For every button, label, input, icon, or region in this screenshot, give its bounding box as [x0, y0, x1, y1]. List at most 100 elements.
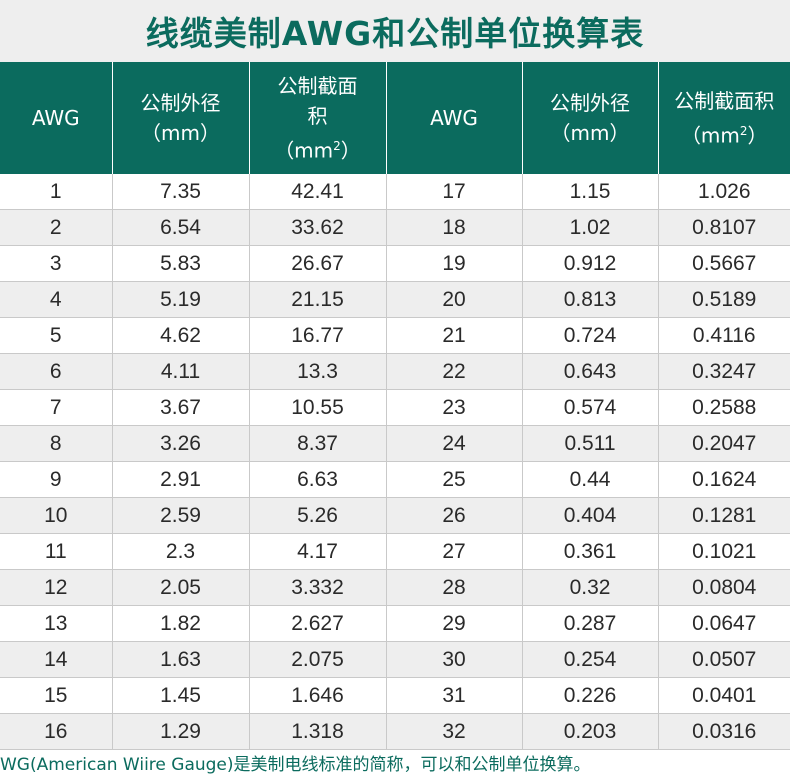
cell-area-right: 0.5189: [658, 281, 790, 318]
cell-awg-left: 12: [0, 569, 113, 606]
cell-area-left: 2.627: [249, 605, 387, 642]
cell-area-left: 5.26: [249, 497, 387, 534]
cell-awg-left: 11: [0, 533, 113, 570]
cell-awg-right: 17: [386, 174, 523, 210]
cell-area-left: 8.37: [249, 425, 387, 462]
cell-diameter-left: 3.26: [112, 425, 250, 462]
header-area-left: 公制截面 积 （mm2）: [249, 62, 387, 174]
cell-area-right: 0.1021: [658, 533, 790, 570]
cell-diameter-right: 0.724: [522, 317, 659, 354]
table-body: 1 7.35 42.41 17 1.15 1.026 2 6.54 33.62 18 1.02 0.8…: [0, 174, 790, 750]
table-row: 8 3.26 8.37 24 0.511 0.2047: [0, 425, 790, 462]
cell-awg-right: 18: [386, 209, 523, 246]
cell-area-left: 13.3: [249, 353, 387, 390]
table-row: 5 4.62 16.77 21 0.724 0.4116: [0, 317, 790, 354]
cell-area-left: 33.62: [249, 209, 387, 246]
cell-awg-right: 29: [386, 605, 523, 642]
cell-awg-right: 30: [386, 641, 523, 678]
cell-diameter-left: 1.82: [112, 605, 250, 642]
table-header-row: AWG 公制外径 （mm） 公制截面 积 （mm2） AWG 公制外径 （mm）…: [0, 62, 790, 174]
cell-area-right: 0.0507: [658, 641, 790, 678]
table-row: 16 1.29 1.318 32 0.203 0.0316: [0, 713, 790, 750]
cell-awg-left: 2: [0, 209, 113, 246]
cell-diameter-right: 0.287: [522, 605, 659, 642]
cell-diameter-left: 1.63: [112, 641, 250, 678]
cell-diameter-right: 0.32: [522, 569, 659, 606]
cell-diameter-right: 0.912: [522, 245, 659, 282]
header-awg-right: AWG: [386, 62, 523, 174]
cell-diameter-left: 1.45: [112, 677, 250, 714]
cell-diameter-left: 4.62: [112, 317, 250, 354]
cell-diameter-left: 2.3: [112, 533, 250, 570]
cell-area-right: 0.0804: [658, 569, 790, 606]
footnote: WG(American Wiire Gauge)是美制电线标准的简称，可以和公制…: [0, 752, 790, 784]
cell-area-right: 0.2047: [658, 425, 790, 462]
cell-awg-right: 19: [386, 245, 523, 282]
cell-area-right: 0.5667: [658, 245, 790, 282]
cell-awg-right: 20: [386, 281, 523, 318]
cell-awg-left: 15: [0, 677, 113, 714]
cell-awg-right: 25: [386, 461, 523, 498]
cell-awg-left: 8: [0, 425, 113, 462]
cell-diameter-left: 2.59: [112, 497, 250, 534]
cell-diameter-left: 4.11: [112, 353, 250, 390]
cell-awg-left: 1: [0, 174, 113, 210]
cell-area-left: 21.15: [249, 281, 387, 318]
cell-awg-right: 22: [386, 353, 523, 390]
table-row: 12 2.05 3.332 28 0.32 0.0804: [0, 569, 790, 606]
title-bar: 线缆美制AWG和公制单位换算表: [0, 0, 790, 62]
table-row: 14 1.63 2.075 30 0.254 0.0507: [0, 641, 790, 678]
cell-awg-right: 26: [386, 497, 523, 534]
cell-area-left: 1.318: [249, 713, 387, 750]
cell-awg-left: 6: [0, 353, 113, 390]
cell-awg-right: 24: [386, 425, 523, 462]
table-row: 1 7.35 42.41 17 1.15 1.026: [0, 174, 790, 210]
table-row: 10 2.59 5.26 26 0.404 0.1281: [0, 497, 790, 534]
cell-diameter-right: 1.15: [522, 174, 659, 210]
cell-diameter-right: 0.44: [522, 461, 659, 498]
footnote-awg: WG: [0, 755, 30, 775]
cell-awg-right: 27: [386, 533, 523, 570]
cell-awg-left: 9: [0, 461, 113, 498]
table-row: 4 5.19 21.15 20 0.813 0.5189: [0, 281, 790, 318]
cell-awg-left: 3: [0, 245, 113, 282]
header-diameter-left: 公制外径 （mm）: [112, 62, 250, 174]
cell-area-left: 42.41: [249, 174, 387, 210]
cell-diameter-right: 0.254: [522, 641, 659, 678]
cell-area-left: 3.332: [249, 569, 387, 606]
table-row: 11 2.3 4.17 27 0.361 0.1021: [0, 533, 790, 570]
table-row: 6 4.11 13.3 22 0.643 0.3247: [0, 353, 790, 390]
cell-area-left: 2.075: [249, 641, 387, 678]
table-row: 2 6.54 33.62 18 1.02 0.8107: [0, 209, 790, 246]
cell-diameter-left: 5.19: [112, 281, 250, 318]
cell-area-right: 0.0316: [658, 713, 790, 750]
cell-diameter-right: 0.361: [522, 533, 659, 570]
cell-awg-right: 28: [386, 569, 523, 606]
cell-diameter-right: 0.203: [522, 713, 659, 750]
cell-awg-right: 23: [386, 389, 523, 426]
header-awg-left: AWG: [0, 62, 113, 174]
cell-area-right: 0.1281: [658, 497, 790, 534]
table-row: 9 2.91 6.63 25 0.44 0.1624: [0, 461, 790, 498]
cell-area-right: 0.1624: [658, 461, 790, 498]
cell-awg-left: 4: [0, 281, 113, 318]
cell-awg-right: 21: [386, 317, 523, 354]
cell-diameter-left: 6.54: [112, 209, 250, 246]
cell-diameter-right: 1.02: [522, 209, 659, 246]
cell-area-right: 0.3247: [658, 353, 790, 390]
cell-awg-right: 31: [386, 677, 523, 714]
cell-area-right: 0.2588: [658, 389, 790, 426]
cell-area-right: 0.0647: [658, 605, 790, 642]
header-diameter-right: 公制外径 （mm）: [522, 62, 659, 174]
cell-awg-left: 13: [0, 605, 113, 642]
cell-area-left: 1.646: [249, 677, 387, 714]
cell-awg-left: 14: [0, 641, 113, 678]
cell-diameter-right: 0.813: [522, 281, 659, 318]
cell-awg-right: 32: [386, 713, 523, 750]
table-row: 3 5.83 26.67 19 0.912 0.5667: [0, 245, 790, 282]
table-row: 15 1.45 1.646 31 0.226 0.0401: [0, 677, 790, 714]
cell-diameter-left: 2.91: [112, 461, 250, 498]
footnote-expansion: (American Wiire Gauge): [29, 755, 234, 775]
cell-diameter-left: 1.29: [112, 713, 250, 750]
cell-awg-left: 16: [0, 713, 113, 750]
